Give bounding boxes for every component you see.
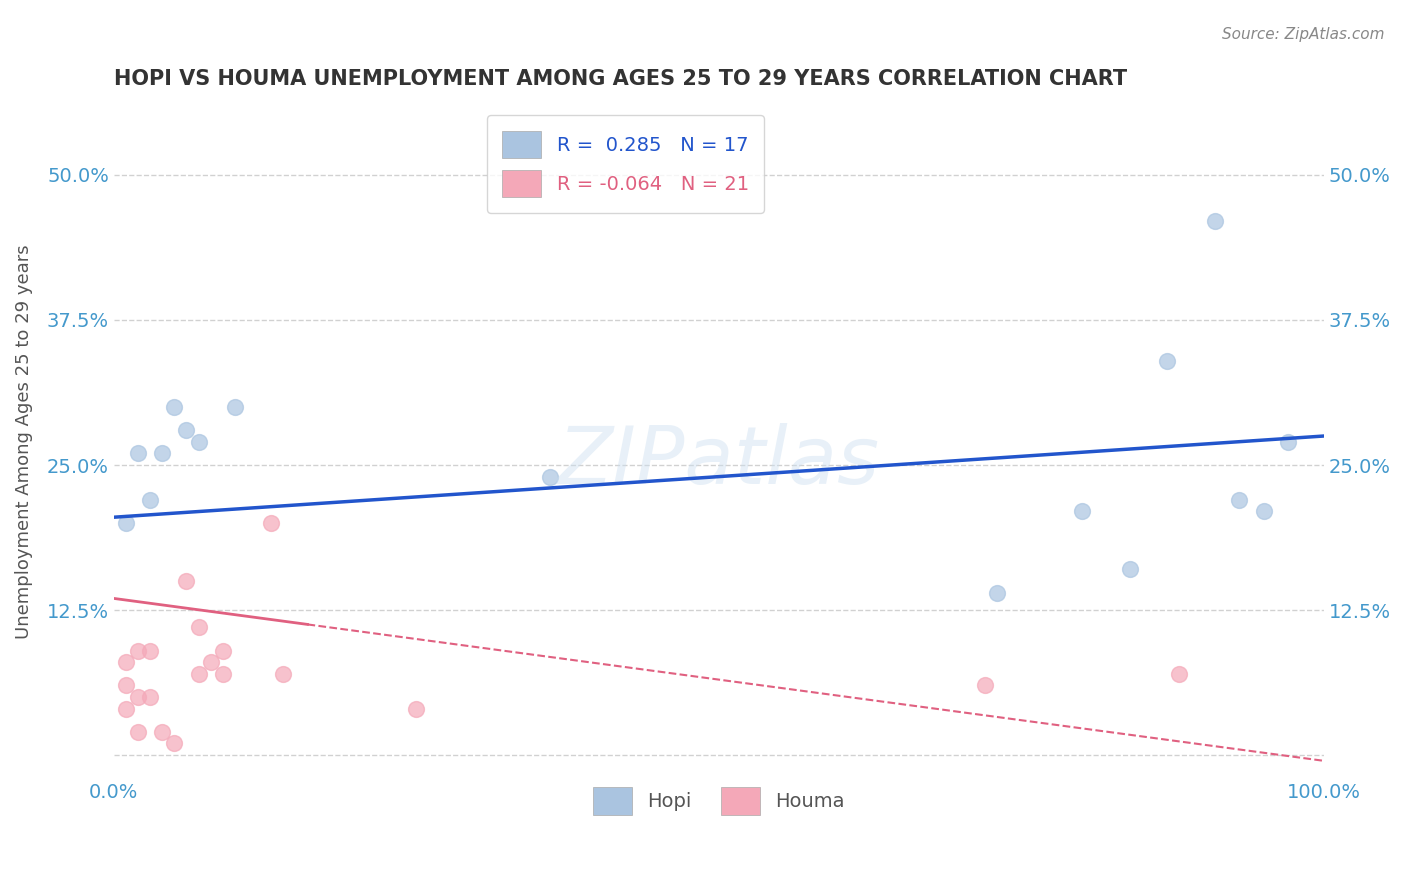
Point: [211, 643, 233, 657]
Y-axis label: Unemployment Among Ages 25 to 29 years: Unemployment Among Ages 25 to 29 years: [15, 244, 32, 639]
Point: [271, 666, 294, 681]
Point: [1227, 492, 1250, 507]
Point: [1119, 562, 1142, 576]
Point: [1156, 353, 1178, 368]
Point: [115, 701, 138, 715]
Point: [139, 690, 162, 704]
Point: [115, 516, 138, 530]
Point: [150, 724, 173, 739]
Point: [1167, 666, 1189, 681]
Point: [187, 620, 209, 634]
Point: [187, 666, 209, 681]
Point: [127, 446, 149, 460]
Point: [1277, 434, 1299, 449]
Point: [405, 701, 427, 715]
Point: [986, 585, 1008, 599]
Point: [974, 678, 997, 692]
Point: [176, 574, 198, 588]
Point: [139, 643, 162, 657]
Point: [115, 655, 138, 669]
Text: Source: ZipAtlas.com: Source: ZipAtlas.com: [1222, 27, 1385, 42]
Point: [176, 423, 198, 437]
Point: [211, 666, 233, 681]
Point: [127, 690, 149, 704]
Point: [200, 655, 222, 669]
Point: [139, 492, 162, 507]
Point: [163, 400, 186, 414]
Point: [1204, 214, 1226, 228]
Point: [127, 643, 149, 657]
Point: [187, 434, 209, 449]
Text: HOPI VS HOUMA UNEMPLOYMENT AMONG AGES 25 TO 29 YEARS CORRELATION CHART: HOPI VS HOUMA UNEMPLOYMENT AMONG AGES 25…: [114, 69, 1128, 88]
Point: [1071, 504, 1094, 518]
Point: [538, 469, 561, 483]
Point: [260, 516, 283, 530]
Point: [224, 400, 246, 414]
Legend: Hopi, Houma: Hopi, Houma: [585, 780, 852, 822]
Point: [127, 724, 149, 739]
Point: [150, 446, 173, 460]
Point: [115, 678, 138, 692]
Text: ZIPatlas: ZIPatlas: [558, 423, 880, 501]
Point: [163, 736, 186, 750]
Point: [1253, 504, 1275, 518]
